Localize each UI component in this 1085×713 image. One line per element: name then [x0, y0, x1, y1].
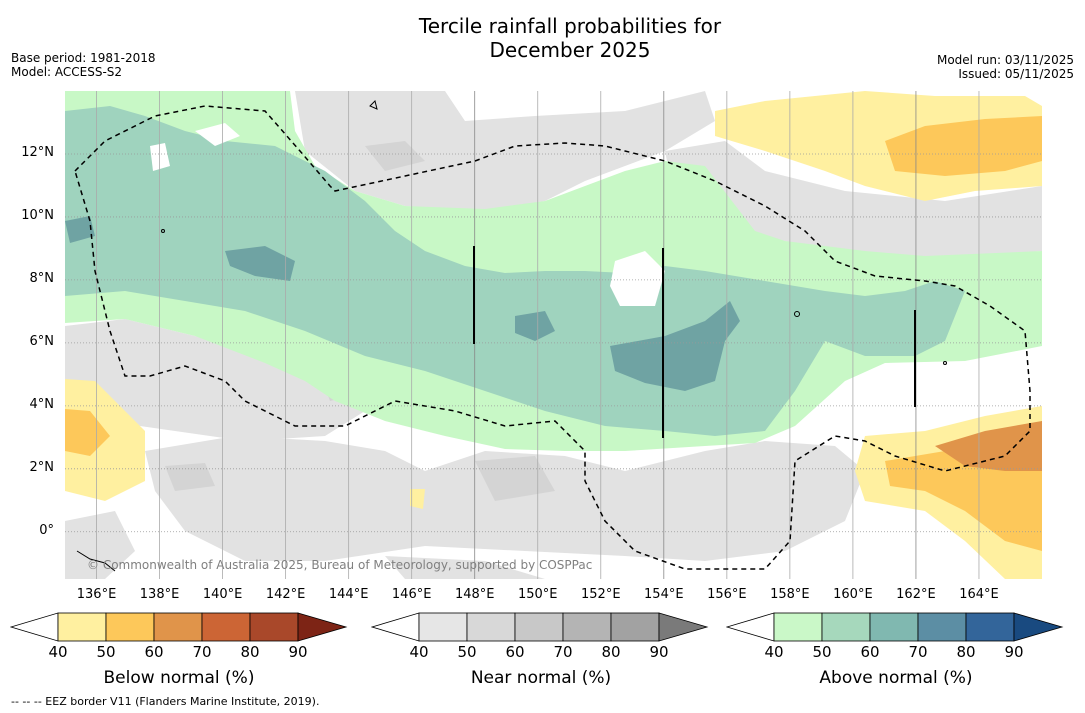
run-info: Model run: 03/11/2025 Issued: 05/11/2025	[937, 53, 1074, 81]
colorbar-segment	[514, 612, 564, 642]
gridlines	[65, 91, 1042, 579]
model-run: Model run: 03/11/2025	[936, 53, 1074, 67]
colorbar-tick-label: 80	[956, 643, 976, 661]
colorbar-segment	[57, 612, 107, 642]
lon-tick-label: 160°E	[833, 587, 873, 602]
colorbar-tick-label: 80	[601, 643, 621, 661]
colorbar-tick-label: 60	[860, 643, 880, 661]
colorbar-tick-label: 50	[96, 643, 116, 661]
lon-tick-label: 142°E	[265, 587, 306, 602]
colorbar-tick-label: 70	[553, 643, 573, 661]
lat-tick-label: 12°N	[21, 144, 54, 160]
lat-tick-label: 4°N	[29, 396, 55, 412]
islands	[76, 100, 947, 572]
near-normal-label: Near normal (%)	[470, 668, 612, 688]
above-normal-label: Above normal (%)	[819, 668, 973, 688]
lon-tick-label: 152°E	[581, 587, 621, 602]
colorbar-extend-high	[297, 612, 348, 642]
lat-tick-label: 6°N	[29, 333, 55, 349]
colorbar-segment	[201, 612, 251, 642]
lon-tick-label: 148°E	[454, 587, 495, 602]
colorbar-tick-label: 90	[288, 643, 308, 661]
colorbar-segment	[466, 612, 516, 642]
colorbar-segment	[773, 612, 823, 642]
colorbar-tick-label: 40	[48, 643, 68, 661]
colorbar-segment	[562, 612, 612, 642]
title-line-1: Tercile rainfall probabilities for	[418, 14, 722, 38]
colorbar-tick-label: 90	[1004, 643, 1024, 661]
colorbar-below	[10, 612, 348, 642]
lon-tick-label: 156°E	[707, 587, 747, 602]
lat-tick-label: 10°N	[21, 207, 54, 223]
lat-tick-label: 0°	[39, 522, 54, 538]
colorbar-segment	[105, 612, 155, 642]
colorbar-above	[726, 612, 1064, 642]
region-markers	[473, 246, 916, 438]
base-period: Base period: 1981-2018	[11, 51, 156, 65]
colorbar-tick-label: 40	[764, 643, 784, 661]
colorbar-tick-label: 90	[649, 643, 669, 661]
eez-border	[74, 105, 1031, 570]
colorbar-extend-high	[1013, 612, 1064, 642]
colorbar-extend-low	[371, 612, 420, 642]
colorbar-segment	[917, 612, 967, 642]
model-info: Base period: 1981-2018 Model: ACCESS-S2	[11, 51, 156, 79]
eez-footnote: -- -- -- EEZ border V11 (Flanders Marine…	[11, 695, 320, 708]
colorbar-segment	[821, 612, 871, 642]
lon-tick-label: 144°E	[328, 587, 369, 602]
lat-tick-label: 8°N	[29, 270, 55, 286]
colorbar-near	[371, 612, 709, 642]
lon-tick-label: 150°E	[517, 587, 558, 602]
colorbar-tick-label: 40	[409, 643, 429, 661]
below-normal-label: Below normal (%)	[103, 668, 255, 688]
copyright-text: © Commonwealth of Australia 2025, Bureau…	[87, 558, 592, 572]
colorbar-segment	[418, 612, 468, 642]
colorbar-segment	[869, 612, 919, 642]
lon-tick-label: 136°E	[76, 587, 117, 602]
issued-date: Issued: 05/11/2025	[958, 67, 1074, 81]
lat-tick-label: 2°N	[29, 459, 55, 475]
colorbar-tick-label: 80	[240, 643, 260, 661]
white-gaps	[150, 123, 665, 306]
lon-tick-label: 162°E	[896, 587, 936, 602]
colorbar-tick-label: 70	[908, 643, 928, 661]
colorbar-extend-low	[10, 612, 59, 642]
lon-tick-label: 146°E	[391, 587, 432, 602]
probability-map[interactable]: © Commonwealth of Australia 2025, Bureau…	[65, 91, 1042, 579]
lon-tick-label: 138°E	[139, 587, 180, 602]
lon-tick-label: 164°E	[959, 587, 999, 602]
colorbar-extend-high	[658, 612, 709, 642]
colorbar-tick-label: 70	[192, 643, 212, 661]
colorbar-tick-label: 50	[457, 643, 477, 661]
chart-title: Tercile rainfall probabilities for Decem…	[320, 14, 820, 62]
below-normal-regions	[65, 91, 1042, 579]
colorbar-tick-label: 60	[144, 643, 164, 661]
colorbar-segment	[610, 612, 660, 642]
colorbar-tick-label: 50	[812, 643, 832, 661]
title-line-2: December 2025	[489, 38, 651, 62]
lon-tick-label: 158°E	[770, 587, 810, 602]
lon-tick-label: 154°E	[644, 587, 684, 602]
colorbar-tick-label: 60	[505, 643, 525, 661]
colorbar-extend-low	[726, 612, 775, 642]
above-normal-regions	[65, 91, 1042, 451]
colorbar-segment	[153, 612, 203, 642]
lon-tick-label: 140°E	[202, 587, 243, 602]
colorbar-segment	[249, 612, 299, 642]
colorbar-segment	[965, 612, 1015, 642]
model-name: Model: ACCESS-S2	[11, 65, 123, 79]
